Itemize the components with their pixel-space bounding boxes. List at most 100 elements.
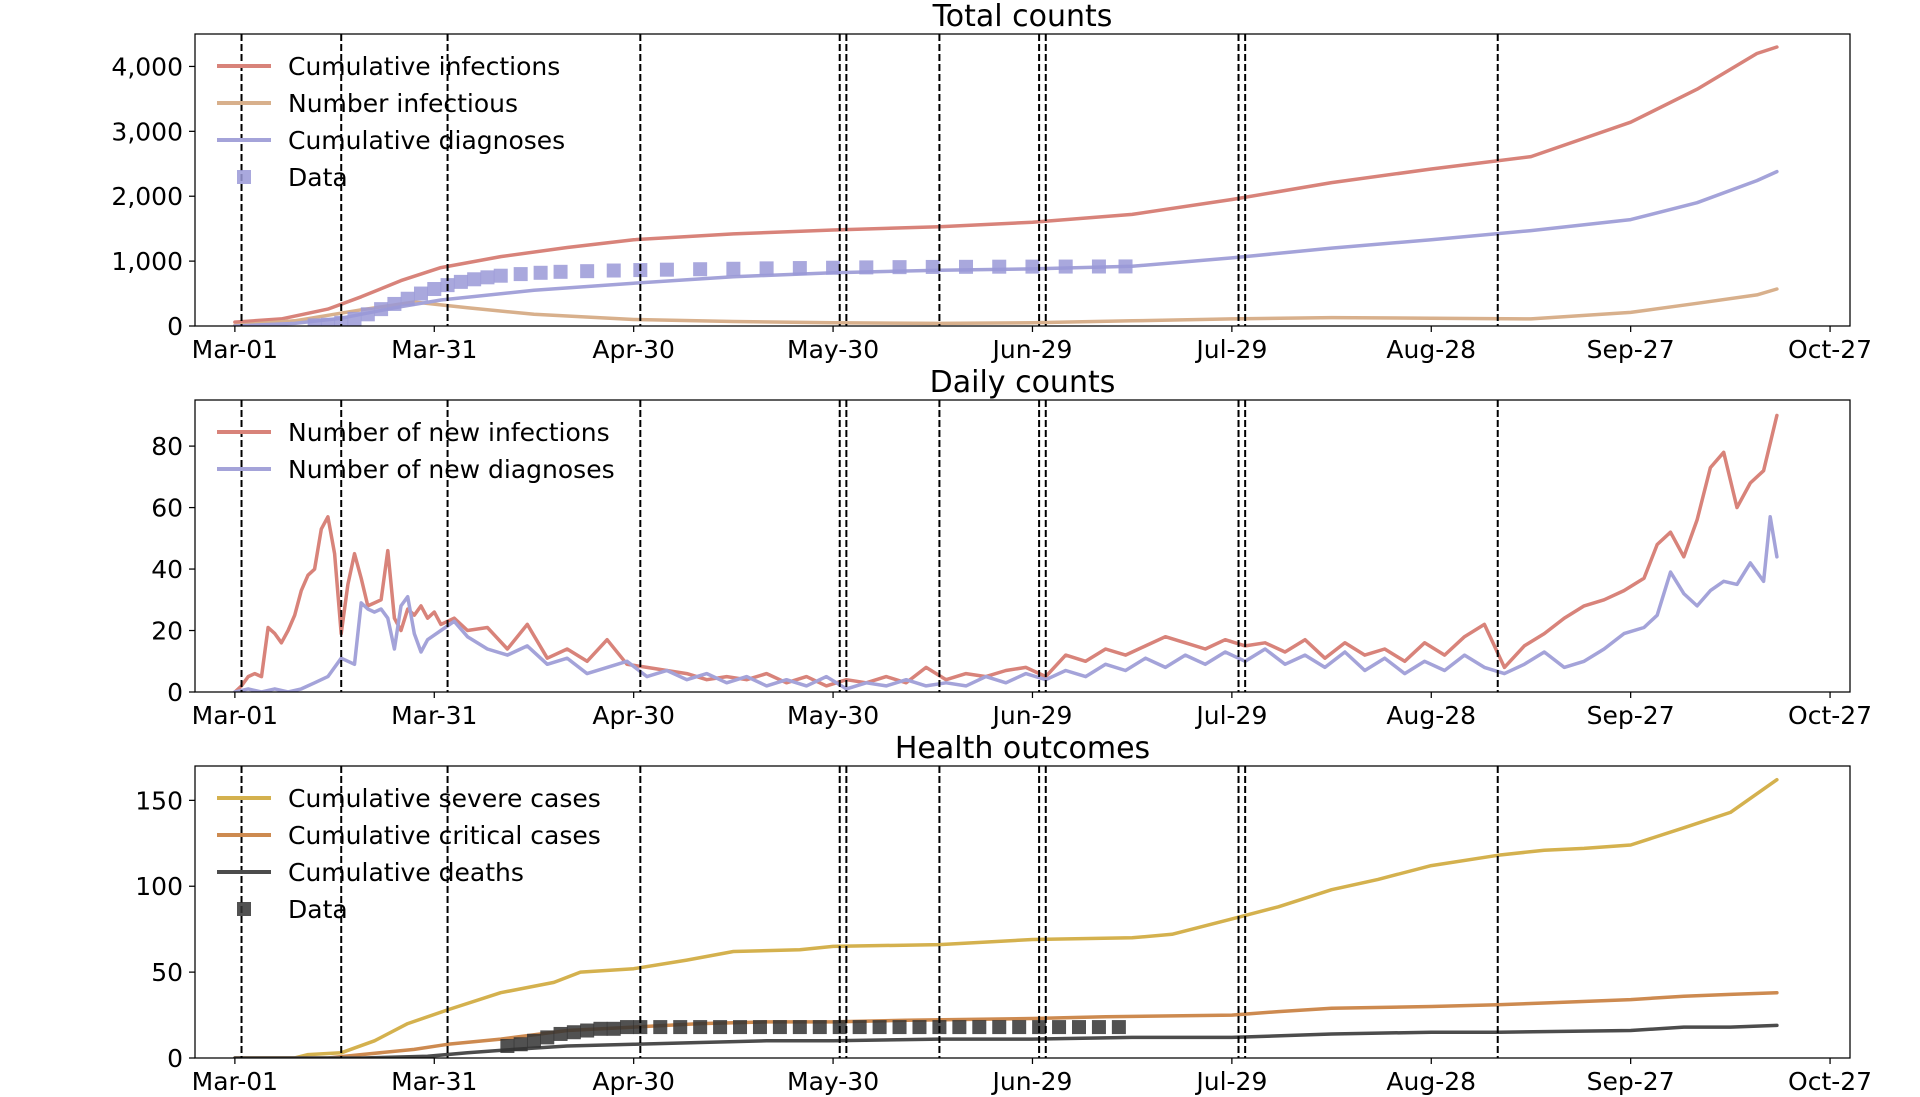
data-point (387, 296, 402, 311)
y-tick-label: 0 (167, 312, 183, 341)
x-tick-label: Mar-31 (391, 335, 477, 364)
data-point (320, 317, 335, 326)
axes-frame (194, 399, 1851, 693)
data-markers (307, 259, 1133, 326)
panel-3: Health outcomes Mar-01 Mar-31 Apr-30 May-30 J… (135, 731, 1872, 1096)
y-tick-label: 0 (167, 678, 183, 707)
legend-label: Cumulative deaths (288, 858, 524, 887)
data-point (413, 286, 428, 301)
y-axis: 0 20 40 60 80 (151, 432, 195, 707)
intervention-lines (240, 34, 1499, 326)
plot-area (233, 45, 1779, 326)
series-line-1 (233, 413, 1779, 692)
data-point (513, 267, 528, 282)
data-point (606, 1021, 621, 1036)
y-tick-label: 1,000 (111, 247, 183, 276)
data-point (580, 1023, 595, 1038)
legend-item: Cumulative infections (217, 52, 560, 81)
data-point (872, 1020, 887, 1035)
panel-title: Health outcomes (895, 731, 1150, 766)
data-point (752, 1020, 767, 1035)
data-point (493, 268, 508, 283)
legend-item: Cumulative deaths (217, 858, 524, 887)
data-point (959, 259, 974, 274)
x-tick-label: Apr-30 (592, 701, 674, 730)
legend-label: Cumulative severe cases (288, 784, 601, 813)
data-point (653, 1020, 668, 1035)
x-tick-label: Jul-29 (1194, 335, 1267, 364)
x-axis: Mar-01 Mar-31 Apr-30 May-30 Jun-29 Jul-29 Aug-… (192, 692, 1872, 730)
x-tick-label: Jun-29 (991, 701, 1073, 730)
y-axis: 0 1,000 2,000 3,000 4,000 (111, 52, 195, 341)
y-tick-label: 2,000 (111, 182, 183, 211)
x-tick-label: Mar-01 (192, 335, 278, 364)
series-line-2 (233, 990, 1779, 1058)
data-point (693, 1020, 708, 1035)
data-point (1091, 1020, 1106, 1035)
data-point (1111, 1020, 1126, 1035)
data-point (826, 260, 841, 275)
data-point (792, 261, 807, 276)
x-tick-label: Apr-30 (592, 1067, 674, 1096)
legend-item: Number infectious (217, 89, 518, 118)
plot-area (233, 413, 1779, 692)
data-point (659, 262, 674, 277)
data-point (713, 1020, 728, 1035)
x-tick-label: Sep-27 (1587, 1067, 1675, 1096)
data-point (400, 291, 415, 306)
legend: Cumulative infections Number infectious Cu… (217, 52, 565, 192)
data-point (792, 1020, 807, 1035)
x-tick-label: Mar-01 (192, 1067, 278, 1096)
x-tick-label: Aug-28 (1386, 701, 1476, 730)
panel-title: Total counts (932, 0, 1113, 34)
panel-2: Daily counts Mar-01 Mar-31 Apr-30 May-30 Jun-… (151, 365, 1872, 730)
legend-label: Number of new diagnoses (288, 455, 615, 484)
x-tick-label: Jul-29 (1194, 1067, 1267, 1096)
data-point (606, 263, 621, 278)
data-point (1071, 1020, 1086, 1035)
data-point (540, 1030, 555, 1045)
data-point (852, 1020, 867, 1035)
data-point (526, 1033, 541, 1048)
legend-label: Cumulative critical cases (288, 821, 601, 850)
legend-label: Cumulative infections (288, 52, 560, 81)
y-tick-label: 0 (167, 1044, 183, 1073)
x-tick-label: Mar-31 (391, 1067, 477, 1096)
x-axis: Mar-01 Mar-31 Apr-30 May-30 Jun-29 Jul-29 Aug-… (192, 326, 1872, 364)
data-point (759, 261, 774, 276)
series-line-1 (233, 777, 1779, 1058)
y-tick-label: 4,000 (111, 52, 183, 81)
series-line-1 (233, 45, 1779, 324)
legend: Cumulative severe cases Cumulative critic… (217, 784, 601, 924)
data-point (1012, 1020, 1027, 1035)
series-line-2 (233, 287, 1779, 326)
y-axis: 0 50 100 150 (135, 786, 195, 1073)
x-tick-label: Mar-31 (391, 701, 477, 730)
data-point (892, 260, 907, 275)
x-axis: Mar-01 Mar-31 Apr-30 May-30 Jun-29 Jul-29 Aug-… (192, 1058, 1872, 1096)
legend-item: Cumulative severe cases (217, 784, 601, 813)
legend: Number of new infections Number of new di… (217, 418, 615, 484)
data-point (580, 264, 595, 279)
legend-item: Data (237, 163, 348, 192)
data-point (892, 1020, 907, 1035)
data-point (533, 265, 548, 280)
axes-frame (194, 765, 1851, 1059)
data-point (1058, 259, 1073, 274)
data-point (726, 261, 741, 276)
data-point (500, 1038, 515, 1053)
panel-title: Daily counts (930, 365, 1116, 400)
intervention-lines (240, 400, 1499, 692)
data-point (427, 282, 442, 297)
data-point (912, 1020, 927, 1035)
y-tick-label: 100 (135, 872, 183, 901)
data-point (992, 259, 1007, 274)
data-point (1091, 259, 1106, 274)
x-tick-label: Oct-27 (1788, 1067, 1872, 1096)
data-point (360, 307, 375, 322)
data-point (992, 1020, 1007, 1035)
x-tick-label: Aug-28 (1386, 335, 1476, 364)
data-point (347, 311, 362, 326)
series-line-2 (233, 515, 1779, 692)
